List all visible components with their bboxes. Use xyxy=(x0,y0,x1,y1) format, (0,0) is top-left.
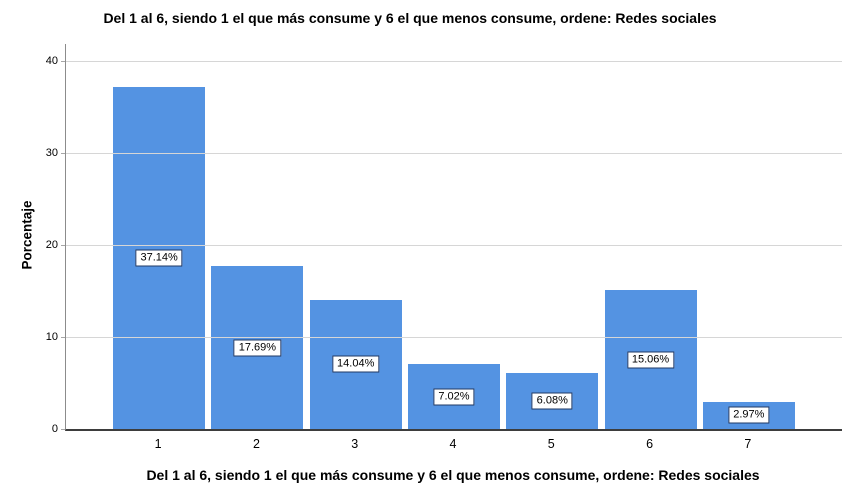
y-tick-label: 40 xyxy=(45,55,58,67)
bar-value-label: 37.14% xyxy=(135,249,183,267)
bar-slot: 2.97% xyxy=(700,44,798,429)
bar-value-label: 14.04% xyxy=(332,355,380,373)
bar: 37.14% xyxy=(113,87,206,429)
y-tick-label: 20 xyxy=(45,239,58,251)
bar: 14.04% xyxy=(309,299,402,429)
bar-value-label: 6.08% xyxy=(531,392,573,410)
bar-slot: 6.08% xyxy=(503,44,601,429)
x-tick-label: 2 xyxy=(252,437,260,451)
bar: 15.06% xyxy=(604,290,697,429)
y-tick-label: 10 xyxy=(45,331,58,343)
bar-value-label: 7.02% xyxy=(433,388,475,406)
bar: 7.02% xyxy=(407,364,500,429)
y-axis-tick xyxy=(61,245,65,246)
gridline xyxy=(66,61,842,62)
x-tick-label: 7 xyxy=(744,437,752,451)
bar-value-label: 2.97% xyxy=(728,406,770,424)
gridline xyxy=(66,337,842,338)
y-axis-title: Porcentaje xyxy=(19,200,35,270)
bar-value-label: 15.06% xyxy=(626,351,675,369)
y-axis-tick xyxy=(61,153,65,154)
bar-value-label: 17.69% xyxy=(233,339,282,357)
gridline xyxy=(66,153,842,154)
x-tick-label: 4 xyxy=(449,437,457,451)
x-tick-label: 6 xyxy=(646,437,654,451)
y-axis-tick xyxy=(61,337,65,338)
chart-title: Del 1 al 6, siendo 1 el que más consume … xyxy=(103,10,717,26)
x-axis-tick-labels: 1 2 3 4 5 6 7 xyxy=(109,437,797,452)
y-tick-label: 0 xyxy=(51,423,58,435)
x-axis-title: Del 1 al 6, siendo 1 el que más consume … xyxy=(146,467,760,483)
bar-slot: 15.06% xyxy=(601,44,699,429)
bar: 2.97% xyxy=(702,401,795,429)
bar-slot: 7.02% xyxy=(405,44,503,429)
x-tick-label: 5 xyxy=(547,437,555,451)
y-axis-tick xyxy=(61,429,65,430)
y-axis-tick xyxy=(61,61,65,62)
plot-area: 37.14% 17.69% 14.04% 7.02% 6.08% 15.06% 2.97% xyxy=(65,44,842,431)
bar: 6.08% xyxy=(506,373,599,429)
bar-slot: 14.04% xyxy=(307,44,405,429)
x-tick-label: 1 xyxy=(154,437,162,451)
y-tick-label: 30 xyxy=(45,147,58,159)
x-tick-label: 3 xyxy=(351,437,359,451)
gridline xyxy=(66,245,842,246)
bar-slot: 37.14% xyxy=(110,44,208,429)
bar: 17.69% xyxy=(211,266,304,429)
bars-row: 37.14% 17.69% 14.04% 7.02% 6.08% 15.06% 2.97% xyxy=(110,44,798,429)
bar-slot: 17.69% xyxy=(208,44,306,429)
